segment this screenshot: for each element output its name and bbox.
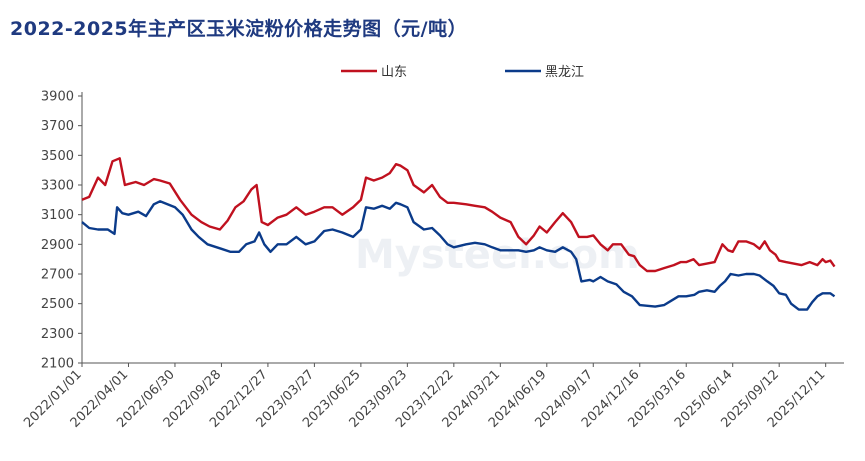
- watermark-layer: Mysteel.com: [355, 232, 640, 278]
- y-tick-label: 2900: [41, 238, 74, 253]
- y-tick-label: 2300: [41, 327, 74, 342]
- y-tick-label: 2700: [41, 268, 74, 283]
- y-tick-label: 3300: [41, 179, 74, 194]
- y-tick-label: 3700: [41, 119, 74, 134]
- series-layer: [81, 157, 836, 311]
- y-tick-label: 2100: [41, 357, 74, 372]
- y-tick-label: 2500: [41, 297, 74, 312]
- y-tick-label: 3500: [41, 149, 74, 164]
- chart-title: 2022-2025年主产区玉米淀粉价格走势图（元/吨）: [10, 18, 468, 40]
- series-line-shandong: [81, 157, 836, 273]
- watermark-text: Mysteel.com: [355, 232, 640, 278]
- legend-label-shandong: 山东: [381, 65, 407, 80]
- y-tick-label: 3900: [41, 90, 74, 105]
- y-tick-label: 3100: [41, 208, 74, 223]
- legend-label-heilongjiang: 黑龙江: [545, 65, 584, 80]
- series-line-heilongjiang: [81, 200, 836, 311]
- legend: 山东 黑龙江: [341, 65, 584, 80]
